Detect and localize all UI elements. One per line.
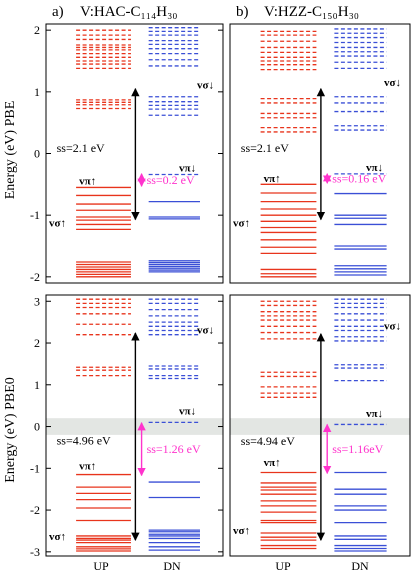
panel-b-tag: b) [236,4,249,20]
a-pbe0-tick-label--1: -1 [30,461,40,475]
panel-b-title: V:HZZ-C₁₅₀H₃₀ [264,4,359,20]
b-pbe-state-label-0: vπ↑ [264,173,281,185]
a-pbe0-state-label-0: vπ↑ [79,460,96,472]
a-pbe-tick-label-1: 1 [34,85,40,99]
b-pbe0-ss-small-label: ss=1.16eV [332,442,383,456]
a-pbe-tick-label-0: 0 [34,147,40,161]
a-pbe0-frame [45,294,224,557]
x-label-dn-b: DN [351,559,369,573]
b-pbe0-state-label-2: vσ↓ [384,320,401,332]
b-pbe-ss-big-label: ss=2.1 eV [241,141,289,155]
b-pbe0-fermi-band [230,418,410,435]
a-pbe0-state-label-2: vσ↓ [197,325,214,337]
x-label-up-a: UP [93,559,109,573]
a-pbe-tick-label--1: -1 [30,208,40,222]
a-pbe0-tick-label-2: 2 [34,336,40,350]
a-pbe0-tick-label--3: -3 [30,545,40,559]
a-pbe-tick-label-2: 2 [34,23,40,37]
a-pbe-state-label-0: vπ↑ [79,176,96,188]
a-pbe0-tick-label-3: 3 [34,294,40,308]
x-label-up-b: UP [275,559,291,573]
a-pbe-tick-label--2: -2 [30,270,40,284]
row-label-pbe: Energy (eV) PBE [3,101,18,200]
b-pbe-state-label-3: vπ↓ [366,162,383,174]
b-pbe0-state-label-1: vσ↑ [233,525,250,537]
a-pbe0-state-label-3: vπ↓ [179,406,196,418]
a-pbe0-ss-big-label: ss=4.96 eV [57,434,111,448]
b-pbe0-state-label-0: vπ↑ [264,457,281,469]
panel-a-title: V:HAC-C₁₁₄H₃₀ [80,4,178,20]
row-label-pbe0: Energy (eV) PBE0 [3,377,18,483]
a-pbe-state-label-1: vσ↑ [49,218,66,230]
b-pbe-frame [229,23,411,284]
a-pbe0-tick-label-0: 0 [34,420,40,434]
b-pbe0-ss-big-label: ss=4.94 eV [241,434,295,448]
panel-a-tag: a) [52,4,64,20]
a-pbe0-tick-label-1: 1 [34,378,40,392]
b-pbe0-state-label-3: vπ↓ [366,408,383,420]
a-pbe-ss-big-label: ss=2.1 eV [57,141,105,155]
a-pbe-state-label-3: vπ↓ [179,163,196,175]
a-pbe-state-label-2: vσ↓ [197,79,214,91]
a-pbe-ss-small-label: ss=0.2 eV [147,173,195,187]
a-pbe0-tick-label--2: -2 [30,503,40,517]
x-label-dn-a: DN [163,559,181,573]
a-pbe0-fermi-band [46,418,223,435]
a-pbe0-state-label-1: vσ↑ [49,531,66,543]
b-pbe0-frame [229,294,411,557]
b-pbe-state-label-1: vσ↑ [233,218,250,230]
b-pbe-ss-small-label: ss=0.16 eV [332,171,386,185]
a-pbe0-ss-small-label: ss=1.26 eV [147,442,201,456]
b-pbe-state-label-2: vσ↓ [384,77,401,89]
